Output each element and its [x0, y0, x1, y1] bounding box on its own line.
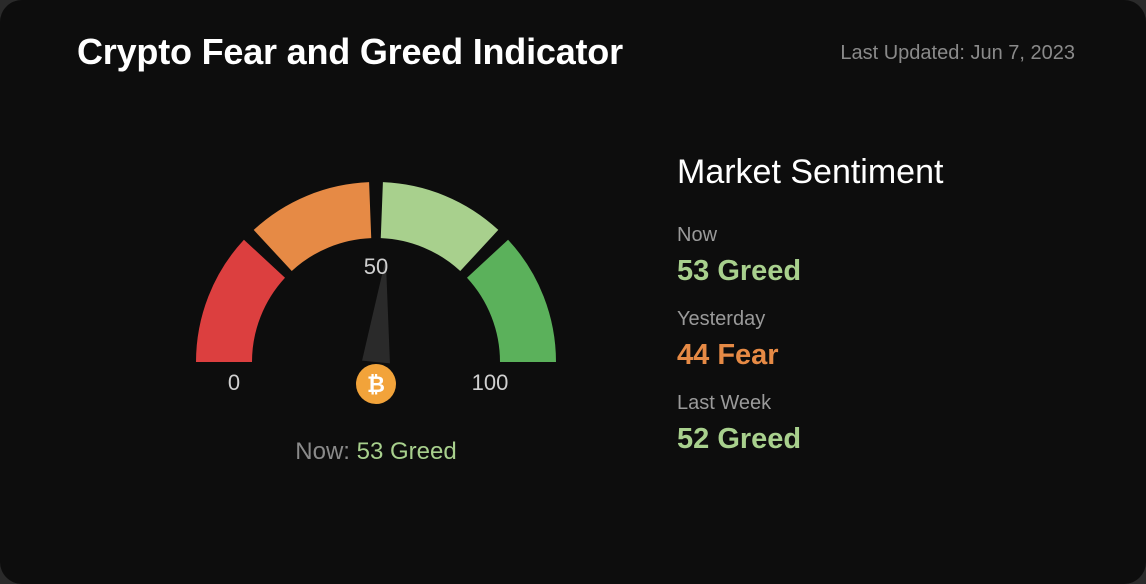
gauge-segment-4 [466, 239, 556, 362]
now-caption-label: Now: [295, 438, 350, 465]
sentiment-row-now: Now 53 Greed [677, 222, 1097, 290]
last-updated-text: Last Updated: Jun 7, 2023 [840, 42, 1075, 64]
sentiment-label-now: Now [677, 224, 718, 246]
sentiment-value-last-week: 52 Greed [677, 423, 802, 455]
gauge-needle [362, 258, 390, 364]
gauge-segment-2 [253, 182, 372, 272]
gauge-now-caption: Now: 53 Greed [190, 438, 562, 466]
gauge-max-label: 100 [472, 370, 509, 395]
market-sentiment-heading: Market Sentiment [677, 153, 944, 191]
page-title: Crypto Fear and Greed Indicator [77, 31, 623, 72]
now-caption-value: 53 Greed [356, 438, 457, 465]
sentiment-label-yesterday: Yesterday [677, 308, 766, 330]
sentiment-label-last-week: Last Week [677, 392, 772, 414]
sentiment-row-last-week: Last Week 52 Greed [677, 390, 1097, 458]
gauge-min-label: 0 [228, 370, 240, 395]
gauge-segment-1 [196, 239, 286, 362]
market-sentiment-panel: Market Sentiment Now 53 Greed Yesterday … [677, 150, 1097, 474]
bitcoin-glyph: ₿ [367, 373, 385, 398]
gauge: 50 0 100 ₿ [180, 170, 580, 430]
gauge-svg: 50 0 100 ₿ [196, 182, 556, 404]
sentiment-value-now: 53 Greed [677, 255, 802, 287]
sentiment-value-yesterday: 44 Fear [677, 339, 779, 371]
gauge-segment-3 [380, 182, 499, 272]
bitcoin-icon: ₿ [356, 364, 396, 404]
gauge-mid-label: 50 [364, 254, 388, 279]
sentiment-row-yesterday: Yesterday 44 Fear [677, 306, 1097, 374]
